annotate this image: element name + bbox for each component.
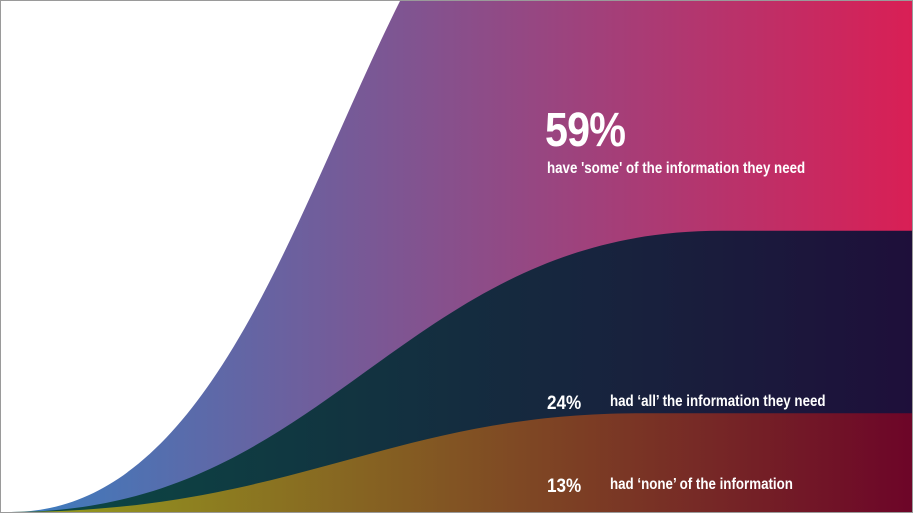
all-percentage-label: 24% bbox=[547, 393, 582, 414]
area-none bbox=[11, 413, 912, 512]
some-percentage-label: 59% bbox=[545, 104, 626, 157]
none-percentage-label: 13% bbox=[547, 476, 582, 497]
none-description-label: had ‘none’ of the information bbox=[610, 476, 793, 493]
some-description-label: have 'some' of the information they need bbox=[547, 160, 806, 177]
all-description-label: had ‘all’ the information they need bbox=[610, 393, 826, 410]
